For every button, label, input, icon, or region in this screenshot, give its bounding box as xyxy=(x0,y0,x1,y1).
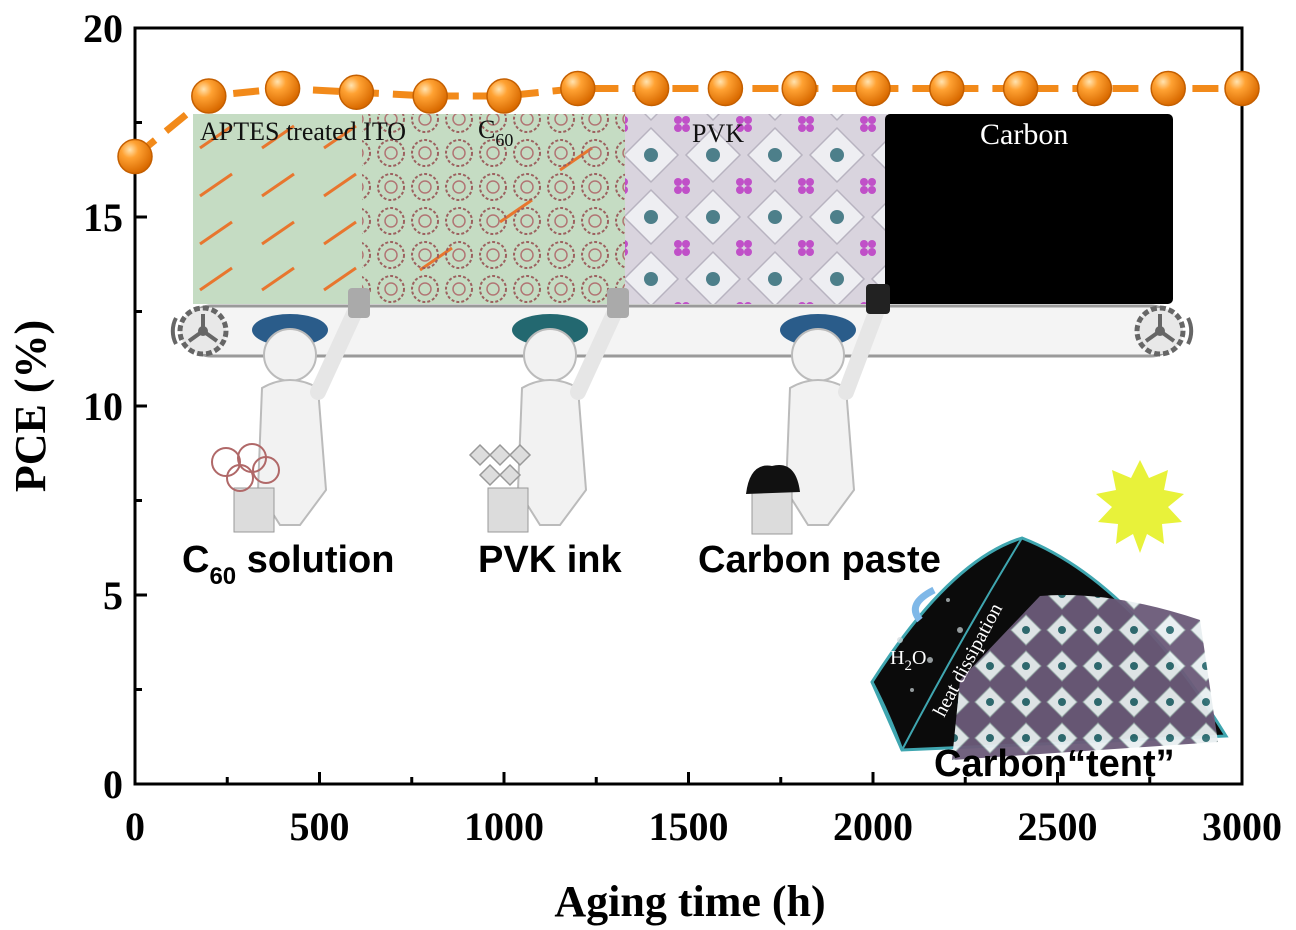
data-point xyxy=(1076,70,1113,107)
worker-figure-pvk xyxy=(468,288,629,533)
data-point xyxy=(191,78,227,114)
data-point xyxy=(1224,70,1260,107)
y-tick-label: 5 xyxy=(103,573,123,618)
label-h2o: H2O xyxy=(890,647,926,674)
label-pvk-ink: PVK ink xyxy=(478,539,622,581)
label-carbon-paste: Carbon paste xyxy=(698,539,941,581)
y-tick-label: 0 xyxy=(103,762,123,807)
data-point xyxy=(1002,70,1039,107)
pvk-layer xyxy=(625,114,887,304)
y-tick-label: 15 xyxy=(83,195,123,240)
h2o-sub: 2 xyxy=(904,658,912,674)
label-c60-solution: C60 solution xyxy=(182,539,394,590)
label-pvk-layer: PVK xyxy=(692,119,744,148)
c60-solution-main: C xyxy=(182,539,209,581)
data-point xyxy=(707,70,744,107)
x-tick-label: 0 xyxy=(125,804,145,849)
label-c60-layer: C60 xyxy=(478,115,513,150)
x-axis-title: Aging time (h) xyxy=(554,877,825,926)
data-point xyxy=(486,78,522,114)
y-axis-ticks: 0 5 10 15 20 xyxy=(83,6,147,807)
sun-icon xyxy=(1096,460,1184,553)
data-point xyxy=(781,70,817,107)
x-tick-label: 500 xyxy=(290,804,350,849)
c60-solution-sub: 60 xyxy=(209,563,236,590)
series-line xyxy=(132,84,1242,160)
data-point xyxy=(117,138,153,175)
y-tick-label: 20 xyxy=(83,6,123,51)
worker-figure-c60 xyxy=(211,288,370,533)
c60-solution-rest: solution xyxy=(236,539,394,581)
right-gear-icon xyxy=(1134,305,1194,357)
h2o-main: H xyxy=(890,647,904,669)
x-tick-label: 2500 xyxy=(1018,804,1098,849)
x-tick-label: 1500 xyxy=(649,804,729,849)
data-point xyxy=(560,70,596,107)
label-c60-main: C xyxy=(478,115,495,144)
label-carbon-tent: Carbon“tent” xyxy=(934,743,1175,785)
data-point xyxy=(929,70,965,107)
worker-figure-carbon xyxy=(746,284,890,535)
data-point xyxy=(1150,70,1186,107)
carbon-tent-illustration xyxy=(870,536,1229,760)
y-axis-title: PCE (%) xyxy=(6,320,55,492)
label-c60-sub: 60 xyxy=(495,130,513,150)
water-arrow-icon xyxy=(911,586,936,623)
x-tick-label: 3000 xyxy=(1202,804,1282,849)
series-layer xyxy=(117,70,1260,175)
data-point xyxy=(855,70,891,107)
data-point xyxy=(633,70,670,107)
y-tick-label: 10 xyxy=(83,384,123,429)
label-carbon-layer: Carbon xyxy=(980,118,1068,151)
x-tick-label: 1000 xyxy=(464,804,544,849)
data-point xyxy=(264,70,301,107)
carbon-layer xyxy=(885,114,1173,304)
left-gear-icon xyxy=(170,305,229,357)
data-point xyxy=(338,74,375,111)
x-axis-ticks: 0 500 1000 1500 2000 2500 3000 xyxy=(125,772,1282,849)
device-illustration xyxy=(170,114,1229,760)
c60-layer xyxy=(362,114,632,304)
data-point xyxy=(412,78,448,114)
x-tick-label: 2000 xyxy=(833,804,913,849)
label-aptes-ito: APTES treated ITO xyxy=(200,117,406,146)
h2o-end: O xyxy=(912,647,926,669)
